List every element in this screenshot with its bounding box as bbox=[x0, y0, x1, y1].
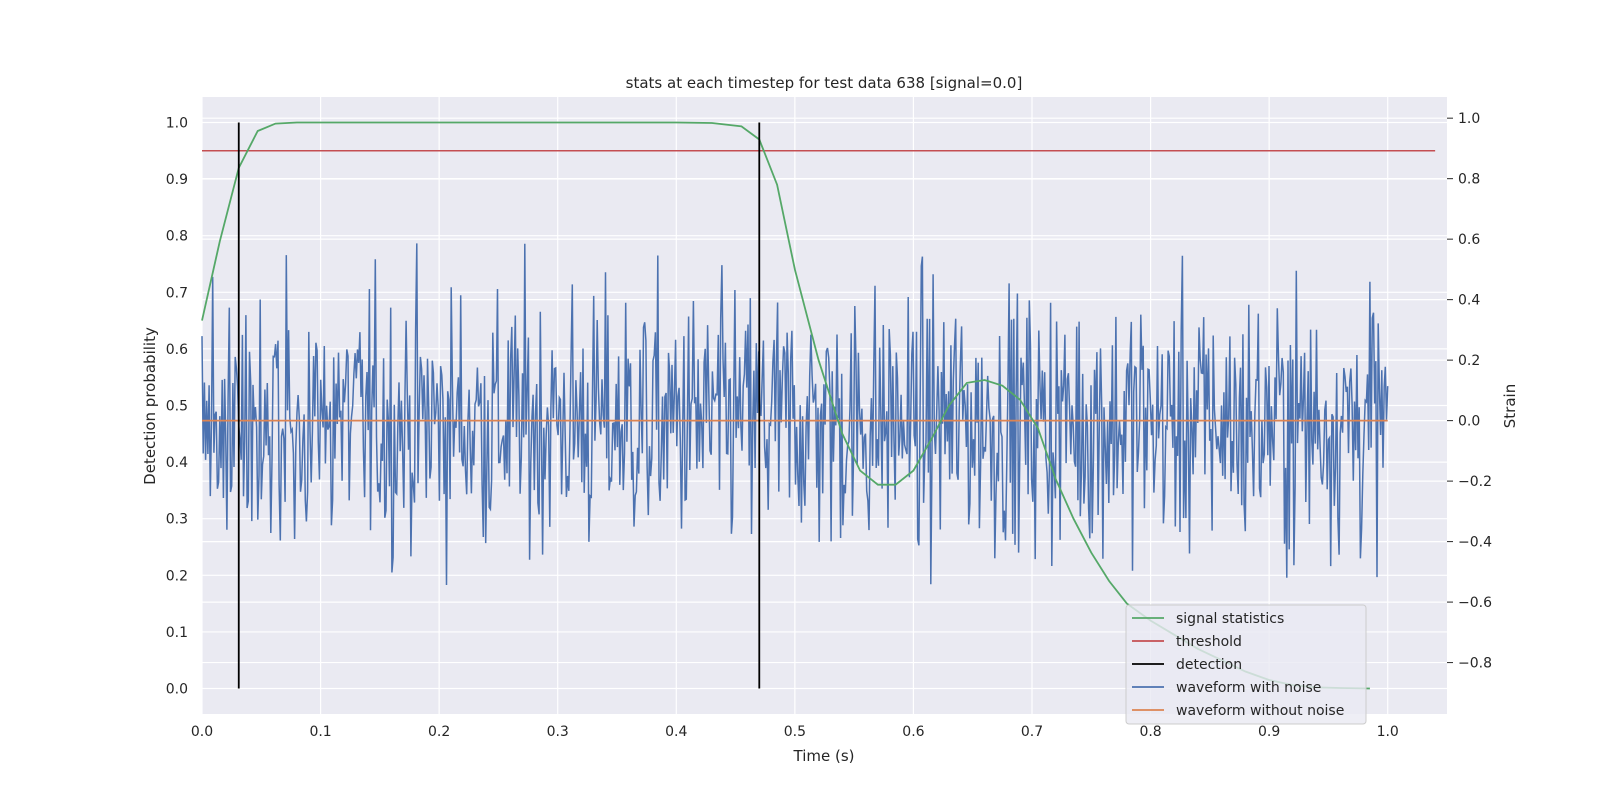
y-tick-label-right: 0.6 bbox=[1458, 232, 1480, 248]
y-axis-label-right: Strain bbox=[1501, 384, 1519, 428]
legend-box bbox=[1125, 604, 1367, 725]
x-tick-label: 1.0 bbox=[1377, 724, 1399, 740]
x-tick-label: 0.3 bbox=[547, 724, 569, 740]
y-tick-label-left: 0.8 bbox=[166, 229, 188, 245]
y-tick-label-left: 0.5 bbox=[166, 399, 188, 415]
y-tick-label-right: −0.4 bbox=[1458, 535, 1492, 551]
y-tick-label-right: −0.2 bbox=[1458, 474, 1492, 490]
y-tick-label-right: 0.4 bbox=[1458, 293, 1480, 309]
y-tick-label-left: 0.4 bbox=[166, 455, 188, 471]
x-tick-label: 0.1 bbox=[309, 724, 331, 740]
y-tick-label-right: 0.8 bbox=[1458, 172, 1480, 188]
x-tick-label: 0.8 bbox=[1139, 724, 1161, 740]
y-tick-label-right: −0.6 bbox=[1458, 595, 1492, 611]
y-tick-label-right: 0.0 bbox=[1458, 414, 1480, 430]
legend-label-noisy: waveform with noise bbox=[1176, 680, 1321, 696]
x-tick-label: 0.6 bbox=[902, 724, 924, 740]
x-tick-label: 0.0 bbox=[191, 724, 213, 740]
y-tick-label-left: 1.0 bbox=[166, 115, 188, 131]
y-axis-label-left: Detection probability bbox=[141, 327, 159, 485]
y-tick-label-left: 0.0 bbox=[166, 682, 188, 698]
x-tick-label: 0.7 bbox=[1021, 724, 1043, 740]
y-tick-label-left: 0.3 bbox=[166, 512, 188, 528]
y-tick-label-right: −0.8 bbox=[1458, 656, 1492, 672]
legend: signal statistics threshold detection wa… bbox=[1125, 604, 1367, 725]
x-tick-label: 0.4 bbox=[665, 724, 687, 740]
y-tick-label-left: 0.7 bbox=[166, 285, 188, 301]
ticks: 0.0 0.1 0.2 0.3 0.4 0.5 0.6 0.7 0.8 0.9 1.0 0.0 0.1 0… bbox=[166, 111, 1492, 740]
y-tick-label-left: 0.1 bbox=[166, 625, 188, 641]
legend-label-threshold: threshold bbox=[1176, 634, 1242, 650]
legend-label-detection: detection bbox=[1176, 657, 1242, 673]
waveform-with-noise-line bbox=[201, 243, 1389, 586]
legend-label-signal: signal statistics bbox=[1176, 611, 1284, 627]
y-tick-label-left: 0.6 bbox=[166, 342, 188, 358]
y-tick-label-right: 0.2 bbox=[1458, 353, 1480, 369]
x-tick-label: 0.9 bbox=[1258, 724, 1280, 740]
y-tick-label-left: 0.2 bbox=[166, 568, 188, 584]
x-axis-label: Time (s) bbox=[793, 747, 855, 765]
x-tick-label: 0.5 bbox=[784, 724, 806, 740]
legend-label-clean: waveform without noise bbox=[1176, 703, 1344, 719]
x-tick-label: 0.2 bbox=[428, 724, 450, 740]
y-tick-label-left: 0.9 bbox=[166, 172, 188, 188]
y-tick-label-right: 1.0 bbox=[1458, 111, 1480, 127]
chart-title: stats at each timestep for test data 638… bbox=[626, 74, 1023, 92]
